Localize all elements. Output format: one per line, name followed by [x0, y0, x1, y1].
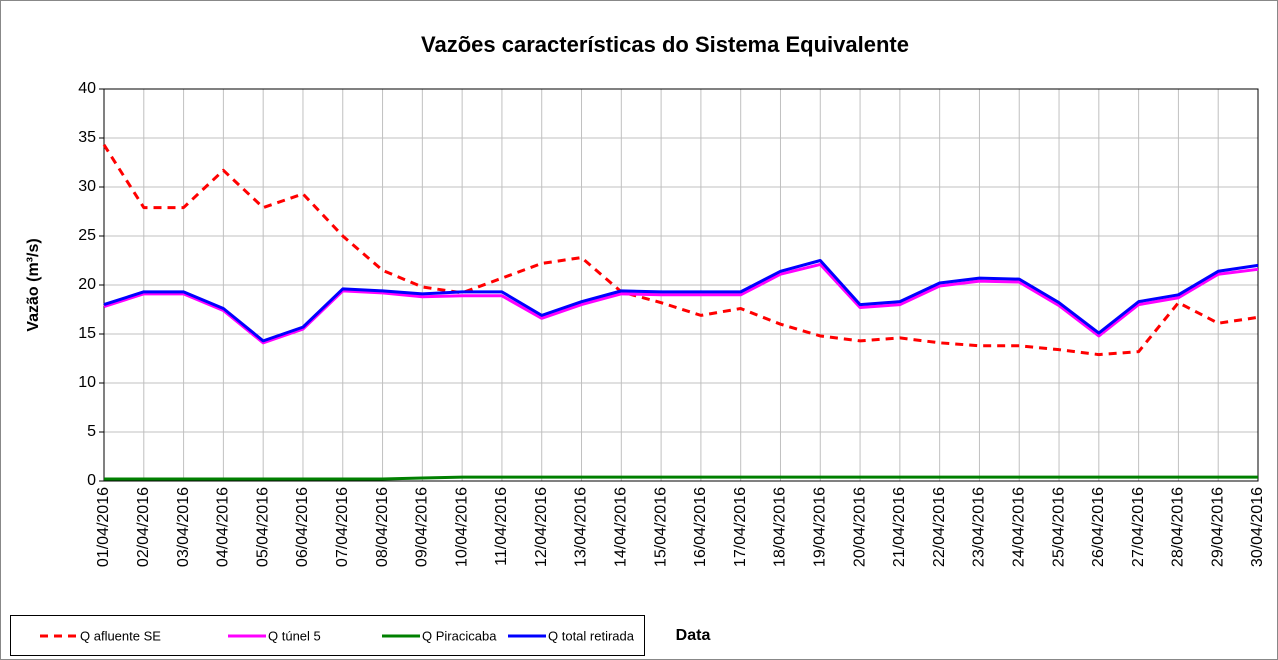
x-tick-label: 30/04/2016	[1249, 487, 1266, 567]
x-tick-label: 04/04/2016	[215, 487, 232, 567]
legend-label: Q afluente SE	[80, 628, 161, 643]
legend-label: Q Piracicaba	[422, 628, 497, 643]
x-tick-label: 16/04/2016	[692, 487, 709, 567]
y-tick-label: 35	[78, 129, 96, 146]
x-axis-label: Data	[676, 627, 711, 644]
x-tick-label: 22/04/2016	[931, 487, 948, 567]
x-tick-label: 25/04/2016	[1050, 487, 1067, 567]
y-tick-label: 20	[78, 276, 96, 293]
series-line	[103, 259, 1259, 343]
y-tick-label: 15	[78, 325, 96, 342]
x-tick-label: 02/04/2016	[135, 487, 152, 567]
x-tick-label: 12/04/2016	[533, 487, 550, 567]
y-tick-label: 30	[78, 178, 96, 195]
series-line	[102, 144, 1259, 357]
y-tick-label: 10	[78, 374, 96, 391]
y-axis-label: Vazão (m³/s)	[25, 238, 42, 331]
x-tick-label: 23/04/2016	[971, 487, 988, 567]
x-tick-label: 29/04/2016	[1209, 487, 1226, 567]
chart-title: Vazões características do Sistema Equiva…	[421, 32, 909, 57]
x-tick-label: 03/04/2016	[175, 487, 192, 567]
x-tick-label: 14/04/2016	[613, 487, 630, 567]
y-tick-label: 0	[87, 472, 96, 489]
x-tick-label: 21/04/2016	[891, 487, 908, 567]
y-tick-label: 40	[78, 80, 96, 97]
x-tick-label: 15/04/2016	[652, 487, 669, 567]
x-tick-label: 20/04/2016	[851, 487, 868, 567]
legend-label: Q túnel 5	[268, 628, 321, 643]
series-line	[104, 475, 1258, 481]
legend-label: Q total retirada	[548, 628, 635, 643]
x-tick-label: 17/04/2016	[732, 487, 749, 567]
y-tick-label: 5	[87, 423, 96, 440]
x-tick-label: 18/04/2016	[772, 487, 789, 567]
x-tick-label: 07/04/2016	[334, 487, 351, 567]
x-tick-label: 01/04/2016	[95, 487, 112, 567]
x-tick-label: 24/04/2016	[1010, 487, 1027, 567]
x-tick-label: 05/04/2016	[254, 487, 271, 567]
x-tick-label: 28/04/2016	[1170, 487, 1187, 567]
x-tick-label: 09/04/2016	[414, 487, 431, 567]
x-tick-label: 27/04/2016	[1130, 487, 1147, 567]
series-line	[103, 262, 1259, 345]
x-tick-label: 08/04/2016	[374, 487, 391, 567]
x-tick-label: 26/04/2016	[1090, 487, 1107, 567]
x-tick-label: 19/04/2016	[811, 487, 828, 567]
x-tick-label: 13/04/2016	[573, 487, 590, 567]
y-tick-label: 25	[78, 227, 96, 244]
x-tick-label: 11/04/2016	[493, 487, 510, 566]
plot-area	[103, 88, 1259, 482]
x-tick-label: 06/04/2016	[294, 487, 311, 567]
x-tick-label: 10/04/2016	[453, 487, 470, 567]
